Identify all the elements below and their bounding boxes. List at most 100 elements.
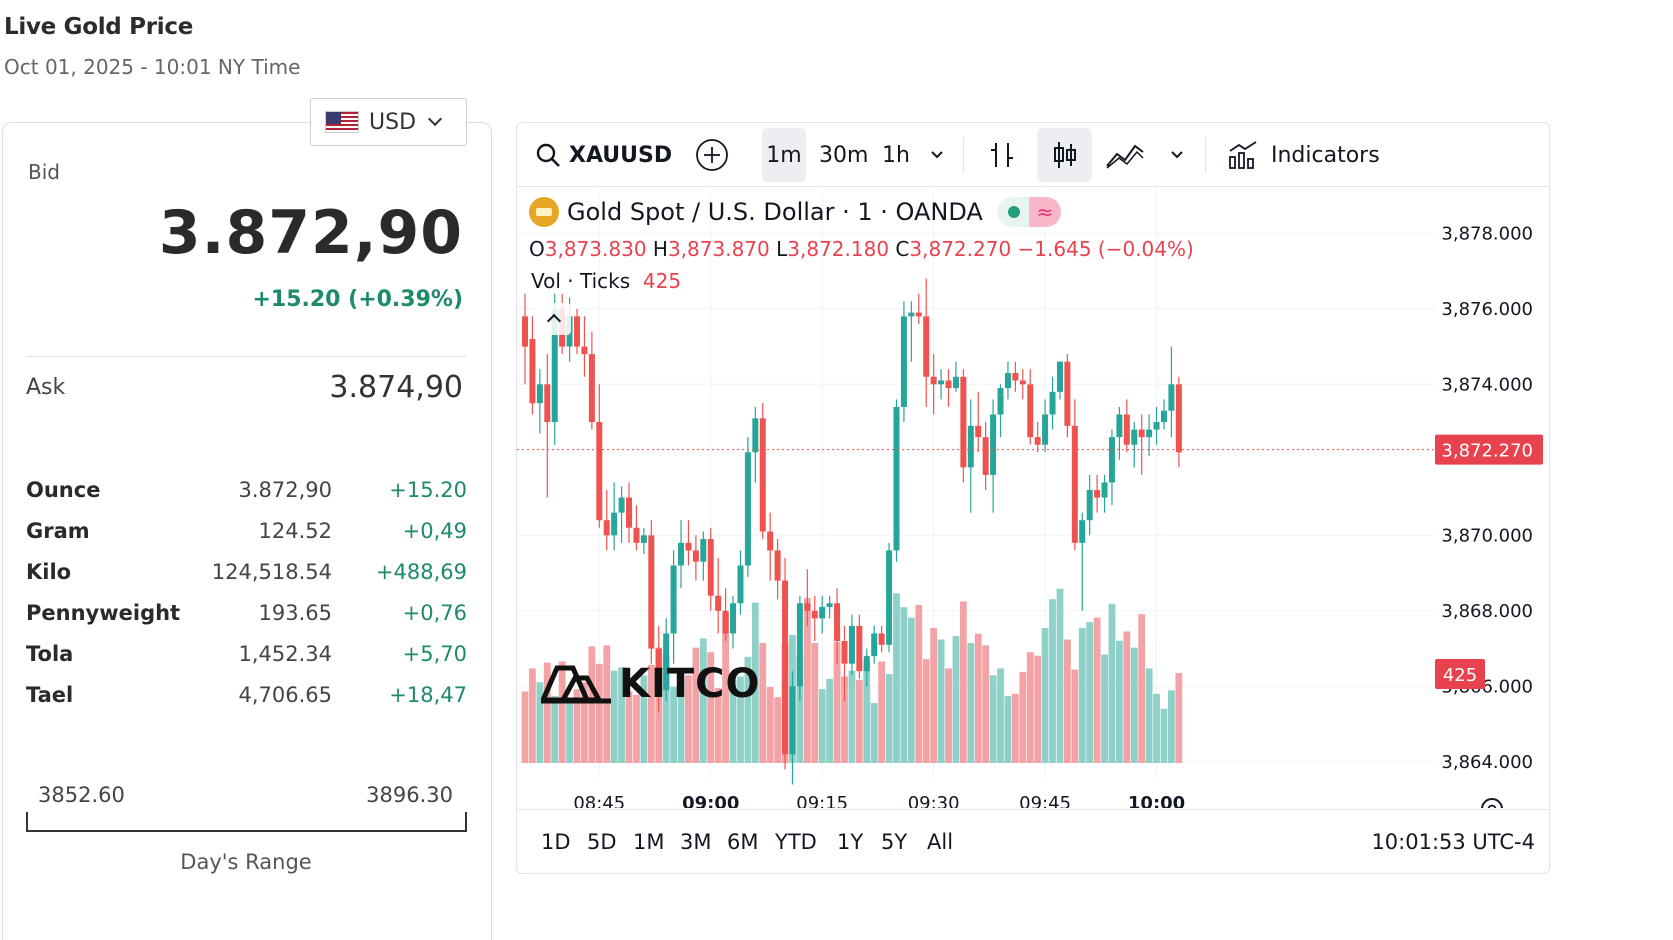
candle-body [574, 316, 581, 347]
unit-name: Ounce [26, 478, 101, 502]
volume-bar [1145, 668, 1153, 763]
candle-body [782, 580, 789, 755]
volume-bar [1108, 603, 1116, 763]
range-1d-button[interactable]: 1D [541, 830, 571, 854]
price-chart[interactable]: 3,878.000 3,876.000 3,874.000 3,870.000 3,86… [517, 188, 1550, 808]
candle-body [626, 497, 633, 528]
chevron-down-icon [931, 151, 943, 159]
chart-widget: XAUUSD 1m 30m 1h Indicators 3,878.000 [516, 122, 1550, 874]
candle-body [1056, 361, 1063, 392]
volume-bar [1004, 696, 1012, 763]
volume-bar [774, 697, 782, 763]
candle-body [603, 520, 610, 536]
volume-bar [1063, 639, 1071, 763]
candle-body [1042, 414, 1049, 445]
collapse-legend-button[interactable] [537, 303, 571, 335]
candle-body [744, 452, 751, 566]
page-title: Live Gold Price [4, 14, 193, 40]
volume-bar [870, 703, 878, 763]
symbol-search[interactable]: XAUUSD [535, 123, 672, 187]
ask-price: 3.874,90 [329, 370, 463, 405]
unit-change: +0,76 [402, 601, 467, 625]
market-open-dot [1007, 206, 1020, 218]
interval-dropdown[interactable] [929, 123, 945, 187]
volume-bar [1034, 655, 1042, 763]
candle-body [1138, 429, 1145, 438]
close-label: C [895, 237, 910, 261]
range-ytd-button[interactable]: YTD [775, 830, 817, 854]
volume-label: Vol · Ticks [531, 269, 631, 293]
compare-button[interactable] [695, 123, 729, 187]
price-axis-label: 3,874.000 [1441, 374, 1533, 395]
unit-name: Tael [26, 683, 74, 707]
candle-body [648, 535, 655, 649]
interval-1m[interactable]: 1m [762, 128, 806, 182]
candles-style-button[interactable] [1037, 128, 1092, 182]
candle-body [1019, 380, 1026, 385]
volume-bar [722, 613, 730, 763]
range-5y-button[interactable]: 5Y [881, 830, 908, 854]
volume-bar [685, 675, 692, 763]
candle-body [1116, 414, 1123, 438]
volume-bar [610, 670, 618, 763]
candle-body [707, 539, 714, 596]
candle-body [685, 542, 692, 551]
candle-body [1049, 391, 1056, 415]
candle-body [811, 610, 818, 619]
volume-bar [633, 694, 640, 763]
candle-body [871, 633, 878, 657]
volume-bar [848, 670, 856, 763]
candle-body [1034, 437, 1041, 445]
candle-body [819, 607, 826, 619]
candle-body [640, 535, 647, 543]
candle-body [767, 531, 774, 551]
candle-body [759, 418, 766, 532]
day-range-low: 3852.60 [38, 783, 125, 807]
candle-body [878, 633, 885, 645]
candle-body [990, 414, 997, 475]
range-1y-button[interactable]: 1Y [837, 830, 864, 854]
volume-bar [737, 676, 744, 763]
range-1m-button[interactable]: 1M [633, 830, 665, 854]
indicators-icon [1229, 141, 1257, 169]
bar-style-button[interactable] [987, 123, 1017, 187]
open-label: O [529, 237, 545, 261]
bars-icon [991, 143, 1013, 167]
range-3m-button[interactable]: 3M [680, 830, 712, 854]
candle-body [1168, 384, 1175, 411]
area-style-button[interactable] [1105, 123, 1145, 187]
volume-bar [558, 661, 566, 763]
candle-body [611, 512, 618, 536]
candle-body [997, 388, 1004, 415]
volume-bar [692, 647, 700, 763]
low-label: L [776, 237, 788, 261]
volume-bar [1026, 652, 1034, 763]
interval-30m[interactable]: 30m [819, 142, 869, 168]
style-dropdown[interactable] [1169, 123, 1185, 187]
range-6m-button[interactable]: 6M [727, 830, 759, 854]
currency-select[interactable]: USD [310, 98, 467, 146]
indicators-button[interactable]: Indicators [1227, 123, 1380, 187]
chart-legend: Gold Spot / U.S. Dollar · 1 · OANDA ≈ [529, 197, 1061, 227]
volume-bar [714, 688, 722, 763]
candle-body [1108, 437, 1115, 483]
volume-bar [759, 643, 767, 763]
settings-gear-icon [1481, 798, 1503, 808]
range-all-button[interactable]: All [927, 830, 954, 854]
volume-bar [1116, 640, 1123, 763]
volume-bar [885, 674, 893, 763]
candle-body [848, 625, 855, 664]
divider [26, 356, 467, 357]
interval-1h[interactable]: 1h [882, 142, 910, 168]
range-5d-button[interactable]: 5D [587, 830, 617, 854]
volume-bar [670, 686, 677, 763]
volume-bar [974, 633, 982, 763]
unit-price: 3.872,90 [238, 478, 332, 502]
candle-body [1071, 425, 1078, 543]
bid-price: 3.872,90 [158, 198, 463, 268]
volume-bar [1138, 614, 1146, 763]
unit-row: Gram 124.52 +0,49 [26, 511, 467, 552]
chevron-down-icon [1171, 151, 1183, 159]
volume-bar [1160, 708, 1168, 763]
indicators-label: Indicators [1271, 142, 1380, 168]
